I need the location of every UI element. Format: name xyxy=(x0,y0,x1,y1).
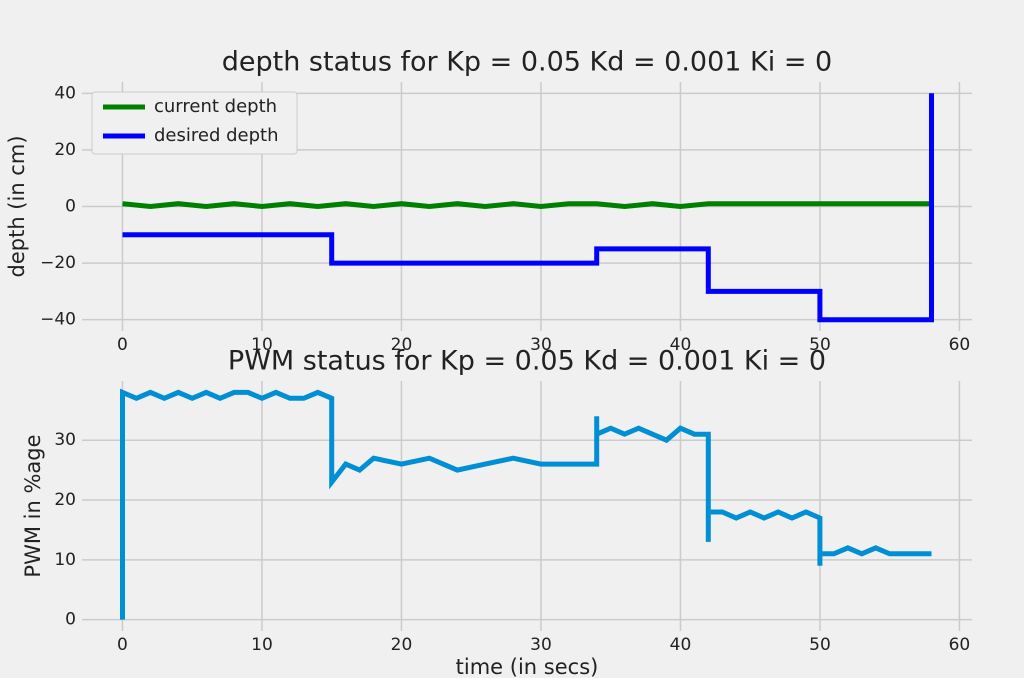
legend-label: current depth xyxy=(154,96,277,117)
x-tick-label: 30 xyxy=(530,335,552,355)
x-tick-label: 40 xyxy=(670,635,692,655)
y-tick-label: 20 xyxy=(54,490,76,510)
y-tick-label: 0 xyxy=(65,610,76,630)
x-tick-label: 10 xyxy=(251,635,273,655)
x-tick-label: 30 xyxy=(530,635,552,655)
y-tick-label: 30 xyxy=(54,430,76,450)
legend-label: desired depth xyxy=(154,125,279,146)
x-tick-label: 60 xyxy=(949,635,971,655)
y-tick-label: 10 xyxy=(54,550,76,570)
x-tick-label: 40 xyxy=(670,335,692,355)
y-tick-label: 0 xyxy=(65,197,76,217)
x-tick-label: 10 xyxy=(251,335,273,355)
y-tick-label: 40 xyxy=(54,83,76,103)
data-line xyxy=(122,201,932,210)
x-tick-label: 50 xyxy=(809,635,831,655)
legend: current depth desired depth xyxy=(91,91,298,155)
data-line xyxy=(120,388,932,620)
data-line xyxy=(122,93,934,323)
chart-title: depth status for Kp = 0.05 Kd = 0.001 Ki… xyxy=(222,47,832,78)
y-tick-label: −40 xyxy=(40,310,76,330)
x-tick-label: 0 xyxy=(117,635,128,655)
x-tick-label: 60 xyxy=(949,335,971,355)
x-tick-label: 20 xyxy=(391,335,413,355)
x-tick-label: 50 xyxy=(809,335,831,355)
chart-title: PWM status for Kp = 0.05 Kd = 0.001 Ki =… xyxy=(228,346,826,377)
y-tick-label: −20 xyxy=(40,253,76,273)
x-axis-label: time (in secs) xyxy=(456,655,599,678)
x-tick-label: 20 xyxy=(391,635,413,655)
y-axis-label: PWM in %age xyxy=(21,434,45,577)
x-tick-label: 0 xyxy=(117,335,128,355)
y-axis-label: depth (in cm) xyxy=(5,135,29,277)
y-tick-label: 20 xyxy=(54,140,76,160)
